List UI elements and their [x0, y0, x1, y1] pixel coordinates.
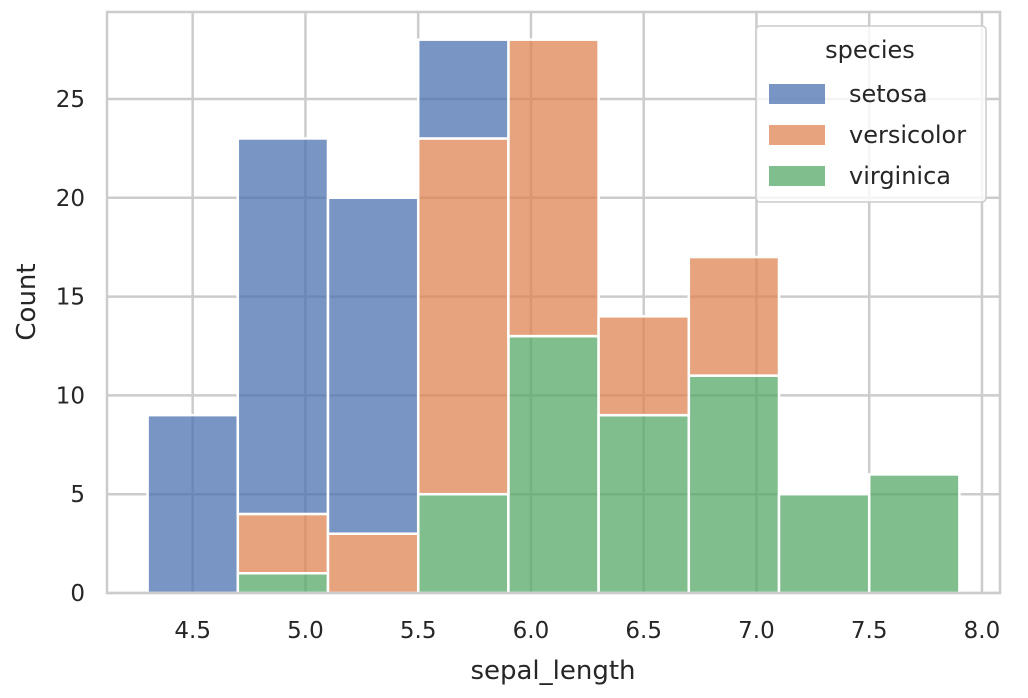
- bar-setosa: [146, 413, 240, 595]
- y-tick-labels: 0 5 10 15 20 25: [56, 87, 85, 607]
- y-tick-label: 5: [70, 482, 85, 508]
- bar-setosa: [326, 196, 420, 535]
- bar-versicolor: [597, 315, 691, 417]
- bar-setosa: [416, 38, 510, 140]
- legend-label-virginica: virginica: [849, 162, 951, 190]
- legend-swatch-setosa: [769, 84, 825, 104]
- x-tick-label: 4.5: [174, 618, 211, 644]
- x-tick-label: 7.0: [738, 618, 775, 644]
- legend: species setosa versicolor virginica: [755, 25, 987, 203]
- x-tick-label: 6.5: [625, 618, 662, 644]
- bar-setosa: [236, 137, 330, 516]
- x-tick-label: 8.0: [964, 618, 1001, 644]
- legend-box: [755, 25, 987, 203]
- legend-swatch-virginica: [769, 166, 825, 186]
- bar-virginica: [236, 571, 330, 595]
- y-axis-label: Count: [12, 263, 42, 340]
- x-tick-label: 6.0: [513, 618, 550, 644]
- x-tick-labels: 4.5 5.0 5.5 6.0 6.5 7.0 7.5 8.0: [174, 618, 1000, 644]
- bar-virginica: [597, 413, 691, 595]
- y-tick-label: 20: [56, 186, 85, 212]
- y-tick-label: 15: [56, 285, 85, 311]
- bar-virginica: [416, 492, 510, 595]
- axes-border: [105, 10, 1002, 595]
- bar-versicolor: [236, 512, 330, 575]
- y-tick-label: 0: [70, 581, 85, 607]
- bar-virginica: [777, 492, 871, 595]
- legend-entries: setosa versicolor virginica: [769, 80, 966, 190]
- legend-swatch-versicolor: [769, 125, 825, 145]
- histogram-bars: [146, 38, 961, 595]
- x-axis-label: sepal_length: [470, 656, 635, 686]
- bar-versicolor: [416, 137, 510, 496]
- legend-title: species: [825, 36, 915, 64]
- bar-virginica: [687, 374, 781, 595]
- legend-label-setosa: setosa: [849, 80, 928, 108]
- axes-frame: [105, 10, 1002, 595]
- bar-versicolor: [687, 255, 781, 377]
- x-tick-label: 5.5: [400, 618, 437, 644]
- x-tick-label: 5.0: [287, 618, 324, 644]
- x-tick-label: 7.5: [851, 618, 888, 644]
- y-tick-label: 10: [56, 383, 85, 409]
- y-tick-label: 25: [56, 87, 85, 113]
- legend-label-versicolor: versicolor: [849, 121, 966, 149]
- bar-versicolor: [507, 38, 600, 338]
- bar-versicolor: [326, 532, 420, 595]
- bar-virginica: [867, 473, 961, 595]
- bar-virginica: [507, 334, 600, 595]
